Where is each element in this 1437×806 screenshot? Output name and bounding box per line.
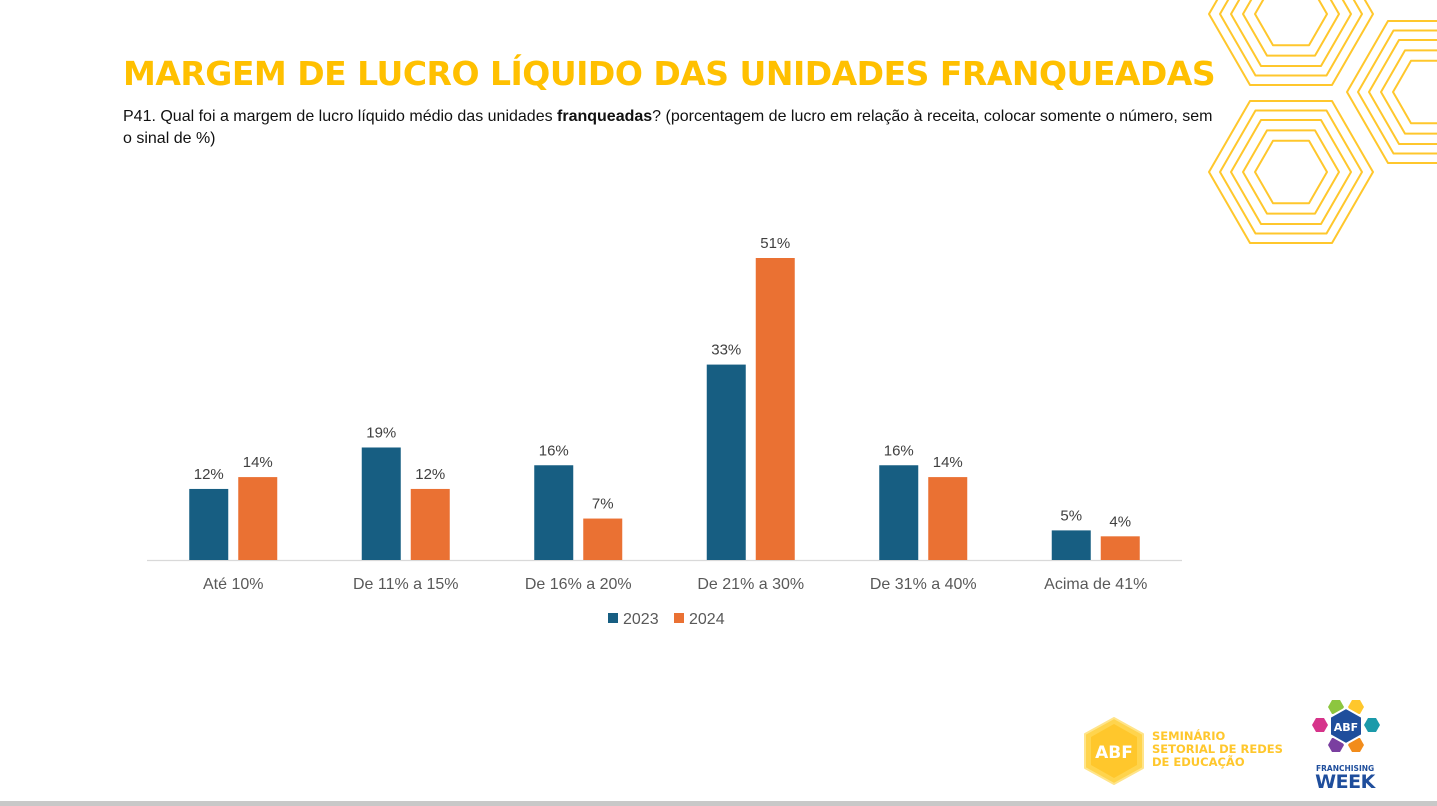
- hexagon-ring: [1242, 129, 1340, 215]
- x-tick-label: Até 10%: [203, 576, 263, 593]
- data-label-2023-5: 5%: [1060, 507, 1082, 524]
- hexagon-ring: [1242, 0, 1340, 57]
- data-label-2024-3: 51%: [760, 235, 790, 252]
- hexagon-ring: [1380, 49, 1437, 135]
- data-label-2024-5: 4%: [1109, 513, 1131, 530]
- legend-swatch-2024: [674, 613, 684, 623]
- x-tick-label: De 31% a 40%: [870, 576, 977, 593]
- bar-2024-5: [1100, 536, 1140, 560]
- question-suffix: ? (porcentagem de lucro em relação à rec…: [123, 108, 1213, 147]
- question-bold: franqueadas: [557, 108, 653, 125]
- week-text: WEEK: [1315, 771, 1375, 793]
- franchising-week-logo-icon: ABF: [1312, 700, 1380, 752]
- hexagon-ring: [1230, 119, 1352, 225]
- hexagon-decoration-icon: [1208, 0, 1437, 244]
- data-label-2024-0: 14%: [243, 454, 273, 471]
- bar-2024-2: [583, 518, 623, 560]
- slide-title: MARGEM DE LUCRO LÍQUIDO DAS UNIDADES FRA…: [123, 54, 1216, 93]
- data-label-2024-1: 12%: [415, 466, 445, 483]
- bar-2024-4: [928, 477, 968, 560]
- data-label-2023-3: 33%: [711, 342, 741, 359]
- bar-2023-2: [534, 465, 574, 560]
- data-label-2023-2: 16%: [539, 442, 569, 459]
- question-prefix: P41. Qual foi a margem de lucro líquido …: [123, 108, 558, 125]
- bar-2024-3: [755, 258, 795, 560]
- seminario-line-3: DE EDUCAÇÃO: [1152, 755, 1245, 769]
- data-label-2023-4: 16%: [884, 442, 914, 459]
- hexagon-ring: [1208, 100, 1374, 244]
- bar-2024-1: [410, 488, 450, 560]
- hexagon-ring: [1219, 0, 1363, 77]
- hexagon-ring: [1254, 139, 1328, 205]
- bar-2023-5: [1051, 530, 1091, 560]
- bottom-divider: [0, 801, 1437, 806]
- x-tick-label: De 21% a 30%: [697, 576, 804, 593]
- seminario-badge-text: ABF: [1095, 743, 1133, 763]
- legend-swatch-2023: [608, 613, 618, 623]
- data-label-2024-2: 7%: [592, 496, 614, 513]
- x-tick-label: Acima de 41%: [1044, 576, 1147, 593]
- abf-seminario-logo-icon: ABF: [1084, 717, 1144, 785]
- bar-2024-0: [238, 477, 278, 560]
- question-text: P41. Qual foi a margem de lucro líquido …: [123, 106, 1213, 150]
- bar-2023-0: [189, 488, 229, 560]
- data-label-2023-0: 12%: [194, 466, 224, 483]
- hexagon-ring: [1208, 0, 1374, 86]
- hexagon-ring: [1219, 109, 1363, 235]
- data-label-2023-1: 19%: [366, 424, 396, 441]
- seminario-text: SEMINÁRIO SETORIAL DE REDES DE EDUCAÇÃO: [1152, 730, 1283, 769]
- bar-2023-3: [706, 364, 746, 560]
- seminario-line-2: SETORIAL DE REDES: [1152, 742, 1283, 756]
- franchising-badge-text: ABF: [1334, 721, 1358, 734]
- data-label-2024-4: 14%: [933, 454, 963, 471]
- hexagon-ring: [1357, 29, 1437, 155]
- hexagon-ring: [1392, 59, 1437, 125]
- hexagon-ring: [1230, 0, 1352, 67]
- bar-2023-4: [879, 465, 919, 560]
- legend-label-2024: 2024: [689, 611, 725, 628]
- legend-label-2023: 2023: [623, 611, 659, 628]
- x-tick-label: De 16% a 20%: [525, 576, 632, 593]
- franchising-text: FRANCHISING: [1316, 764, 1375, 773]
- hexagon-ring: [1254, 0, 1328, 47]
- bar-2023-1: [361, 447, 401, 560]
- hexagon-ring: [1368, 39, 1437, 145]
- hexagon-ring: [1346, 20, 1437, 164]
- x-tick-label: De 11% a 15%: [353, 576, 459, 593]
- seminario-line-1: SEMINÁRIO: [1152, 729, 1226, 743]
